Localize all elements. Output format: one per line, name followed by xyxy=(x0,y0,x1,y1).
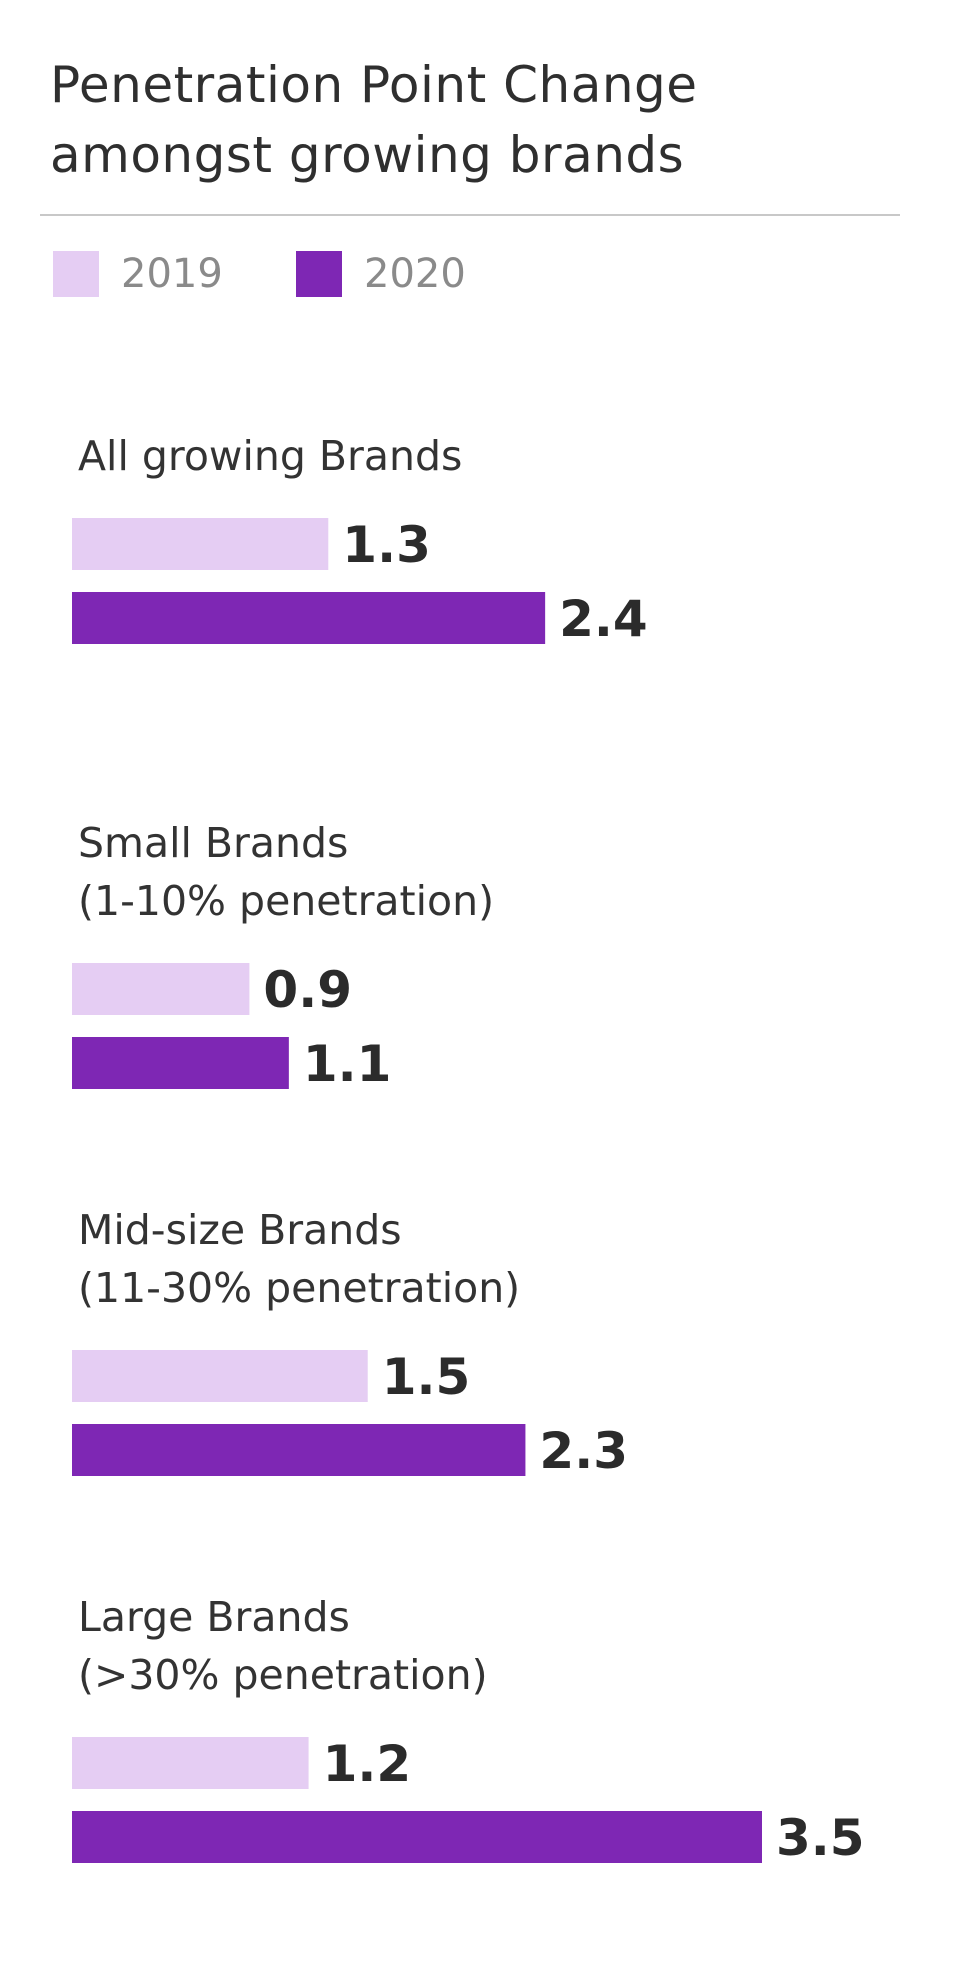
value-label-2020: 3.5 xyxy=(776,1809,865,1867)
category-label: Small Brands xyxy=(78,819,348,867)
legend-item-2019: 2019 xyxy=(53,250,223,298)
bar-2020 xyxy=(72,1424,526,1476)
bar-2019 xyxy=(72,1350,368,1402)
category-group: Large Brands (>30% penetration) 1.2 3.5 xyxy=(72,1593,865,1867)
category-label: All growing Brands xyxy=(78,432,462,480)
bar-2019 xyxy=(72,1737,309,1789)
value-label-2019: 1.5 xyxy=(382,1348,471,1406)
value-label-2019: 1.2 xyxy=(323,1735,412,1793)
legend-label-2020: 2020 xyxy=(364,251,466,297)
legend-label-2019: 2019 xyxy=(121,251,223,297)
category-label: (11-30% penetration) xyxy=(78,1264,520,1312)
legend-swatch-2019 xyxy=(53,251,99,297)
chart-title: Penetration Point Change amongst growing… xyxy=(50,56,698,184)
category-label: (>30% penetration) xyxy=(78,1651,488,1699)
category-label: (1-10% penetration) xyxy=(78,877,494,925)
value-label-2019: 1.3 xyxy=(342,516,431,574)
legend-item-2020: 2020 xyxy=(296,250,466,298)
value-label-2020: 1.1 xyxy=(303,1035,392,1093)
bar-2019 xyxy=(72,963,250,1015)
bar-2020 xyxy=(72,1811,762,1863)
value-label-2020: 2.3 xyxy=(539,1422,628,1480)
legend-swatch-2020 xyxy=(296,251,342,297)
category-group: All growing Brands 1.3 2.4 xyxy=(72,432,648,648)
bar-2020 xyxy=(72,1037,289,1089)
value-label-2019: 0.9 xyxy=(263,961,352,1019)
category-label: Large Brands xyxy=(78,1593,350,1641)
category-group: Small Brands (1-10% penetration) 0.9 1.1 xyxy=(72,819,494,1093)
category-group: Mid-size Brands (11-30% penetration) 1.5 2.… xyxy=(72,1206,628,1480)
category-label: Mid-size Brands xyxy=(78,1206,402,1254)
bar-2020 xyxy=(72,592,546,644)
value-label-2020: 2.4 xyxy=(559,590,648,648)
title-divider xyxy=(40,214,900,216)
bar-2019 xyxy=(72,518,329,570)
